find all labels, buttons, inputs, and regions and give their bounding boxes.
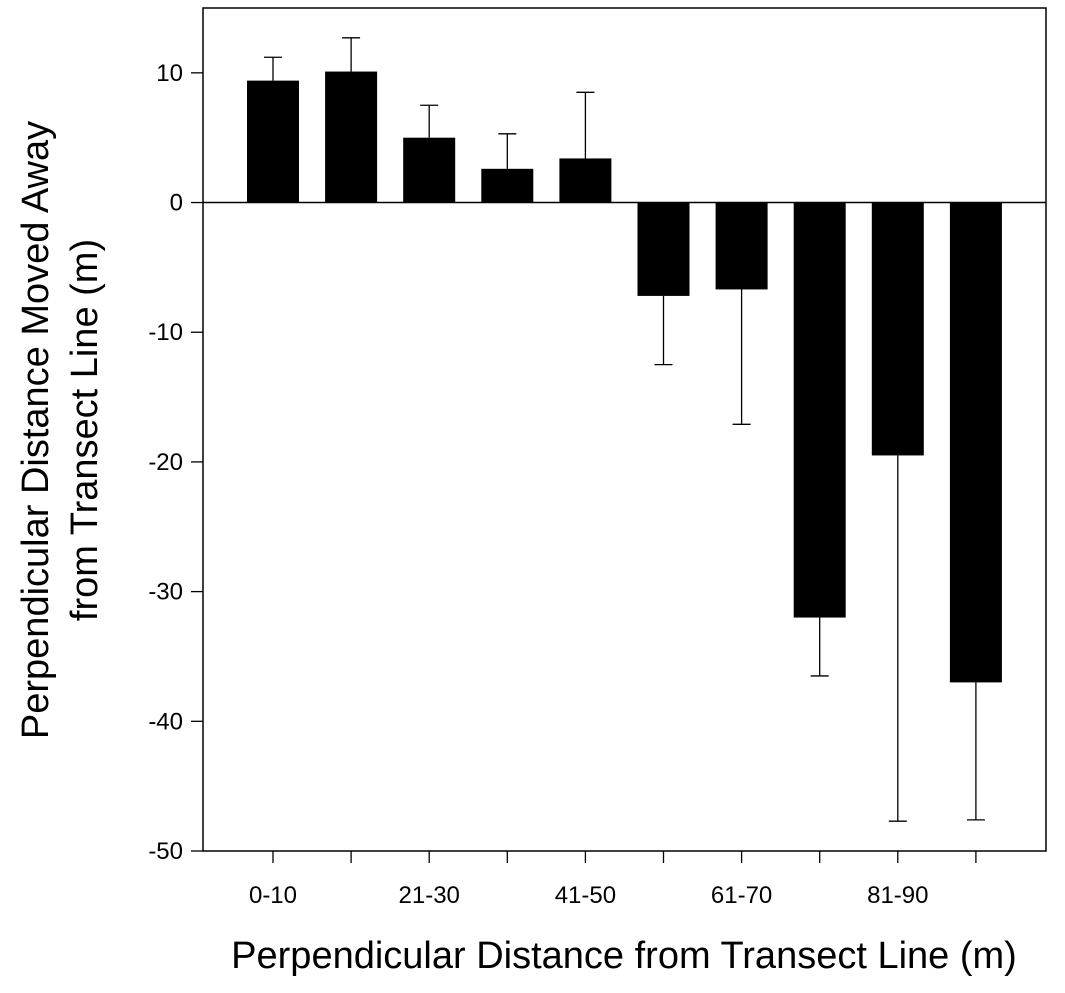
bar-11-20 (325, 71, 378, 203)
error-bar-51-60 (654, 295, 673, 366)
y-tick-label: -10 (148, 319, 183, 346)
error-bar-41-50 (576, 91, 595, 159)
error-bar-81-90 (888, 455, 907, 822)
plot-frame (202, 7, 1047, 852)
x-tick-label: 0-10 (249, 882, 297, 909)
x-axis-title: Perpendicular Distance from Transect Lin… (231, 935, 1017, 977)
x-tick-label: 81-90 (867, 882, 928, 909)
bar-71-80 (793, 202, 846, 618)
error-bar-31-40 (498, 133, 517, 169)
y-axis: -50 -40 -30 -20 -10 0 10 (148, 60, 203, 865)
x-axis: 0-10 21-30 41-50 61-70 81-90 (249, 851, 977, 909)
error-bar-91-100 (966, 682, 985, 821)
error-bar-11-20 (342, 37, 361, 72)
x-tick-label: 41-50 (555, 882, 616, 909)
error-bar-21-30 (420, 104, 439, 138)
y-axis-title-line-2: from Transect Line (m) (64, 239, 106, 621)
bar-61-70 (715, 202, 768, 290)
error-bar-0-10 (264, 56, 282, 81)
bar-41-50 (559, 158, 612, 203)
bar-51-60 (637, 202, 690, 296)
bar-21-30 (403, 137, 456, 203)
bar-81-90 (871, 202, 924, 456)
error-bar-61-70 (732, 289, 751, 425)
error-bars-layer (264, 37, 985, 822)
x-tick-label: 21-30 (399, 882, 460, 909)
y-tick-label: -40 (148, 708, 183, 735)
y-tick-label: 10 (156, 60, 183, 87)
y-tick-label: 0 (170, 190, 183, 217)
y-axis-title-line-1: Perpendicular Distance Moved Away (15, 121, 57, 739)
bars-layer (247, 71, 1002, 683)
y-tick-label: -20 (148, 449, 183, 476)
bar-91-100 (949, 202, 1002, 683)
bar-0-10 (247, 80, 299, 203)
error-bar-71-80 (810, 617, 829, 677)
y-tick-label: -50 (148, 838, 183, 865)
y-tick-label: -30 (148, 579, 183, 606)
y-axis-title: Perpendicular Distance Moved Away from T… (15, 121, 106, 739)
bar-31-40 (481, 168, 534, 203)
x-tick-label: 61-70 (711, 882, 772, 909)
